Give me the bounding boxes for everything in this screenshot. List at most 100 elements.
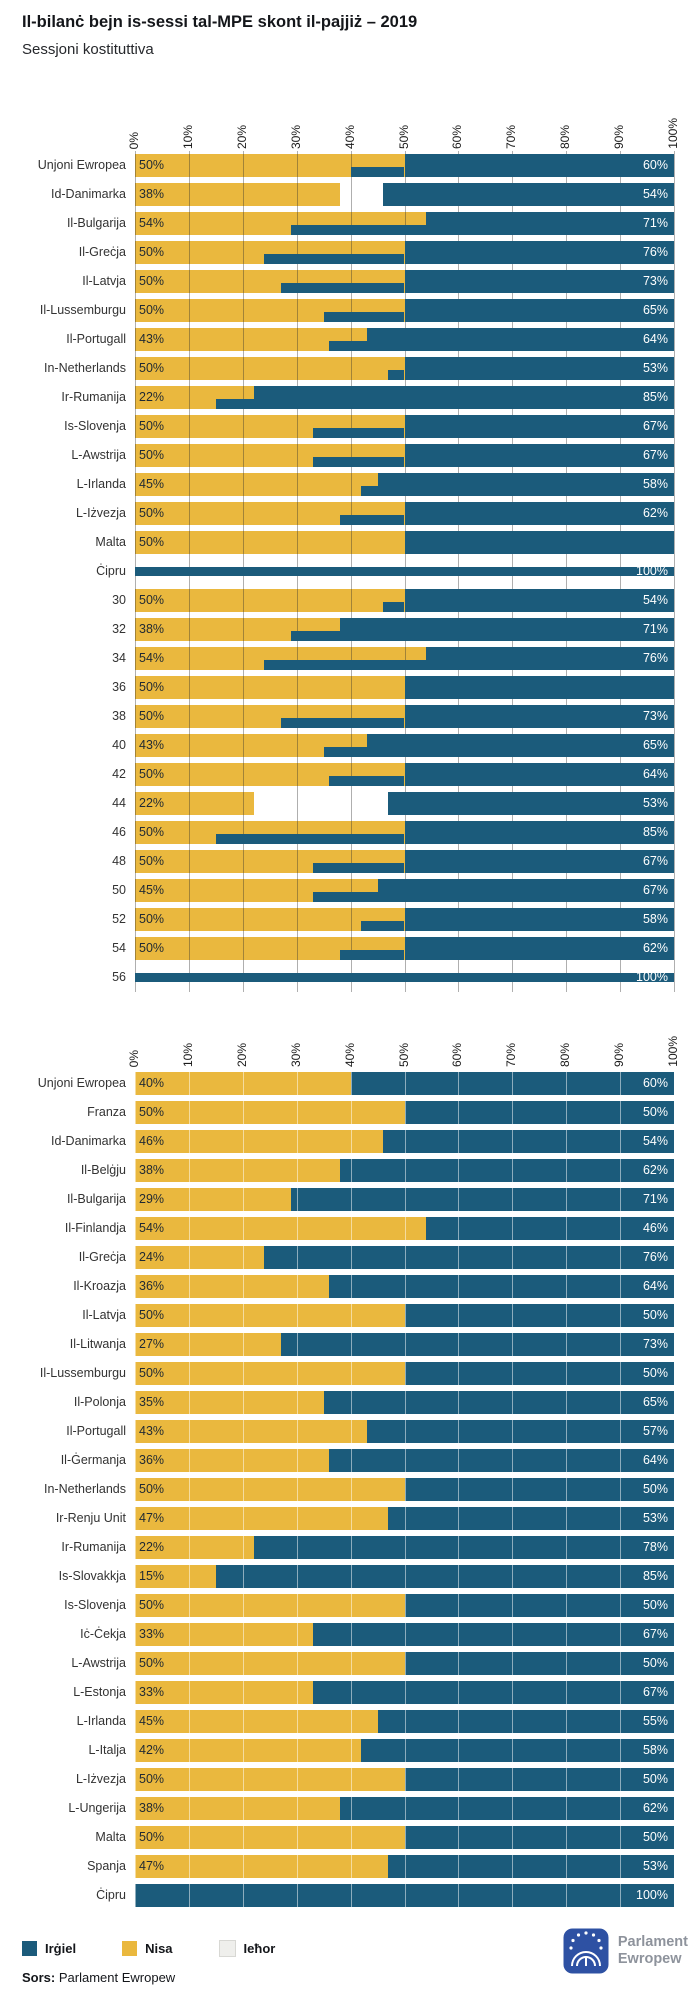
- chart-row: 56 100%: [112, 963, 674, 992]
- bar-artifact-spike: [280, 718, 405, 728]
- bar-nisa: [135, 1478, 405, 1501]
- bar-nisa: [135, 473, 378, 496]
- chart-row: 40 43% 65%: [112, 731, 674, 760]
- row-label: Is-Slovakkja: [58, 1569, 126, 1583]
- value-label-nisa: 33%: [139, 1685, 165, 1699]
- value-label-irgiel: 100%: [636, 1888, 668, 1902]
- value-label-irgiel: 71%: [642, 216, 668, 230]
- row-label: 52: [112, 912, 126, 926]
- bar-nisa: [135, 1420, 367, 1443]
- value-label-irgiel: 85%: [642, 390, 668, 404]
- chart-row: Ir-Rumanija 22% 85%: [61, 383, 674, 412]
- gridline: [188, 1069, 190, 1910]
- legend-item: Nisa: [122, 1941, 173, 1956]
- bar-nisa: [135, 154, 405, 177]
- chart-row: Il-Lussemburgu 50% 65%: [40, 296, 674, 325]
- bar-irgiel: [404, 1101, 674, 1124]
- gridline: [242, 1069, 244, 1910]
- value-label-irgiel: 53%: [642, 1511, 668, 1525]
- x-axis: 0% 10% 20% 30% 40% 50% 60% 70% 80% 90% 100%: [127, 103, 680, 151]
- chart-row: 54 50% 62%: [112, 934, 674, 963]
- legend-label: Ieħor: [243, 1941, 276, 1956]
- row-label: 46: [112, 825, 126, 839]
- bar-nisa: [135, 1130, 383, 1153]
- value-label-irgiel: 67%: [642, 1627, 668, 1641]
- row-label: L-Awstrija: [71, 448, 126, 462]
- value-label-nisa: 50%: [139, 593, 165, 607]
- bar-nisa: [135, 1710, 378, 1733]
- chart-row: Malta 50%: [95, 528, 674, 557]
- row-label: 34: [112, 651, 126, 665]
- bar-nisa: [135, 1449, 330, 1472]
- plot-area: Unjoni Ewropea 50% 60% Id-Danimarka 38% 54% Il…: [38, 151, 675, 992]
- value-label-nisa: 50%: [139, 158, 165, 172]
- value-label-nisa: 50%: [139, 854, 165, 868]
- value-label-nisa: 50%: [139, 1482, 165, 1496]
- bar-artifact-spike: [312, 428, 405, 438]
- chart-row: Il-Latvja 50% 50%: [82, 1301, 674, 1330]
- chart-row: Unjoni Ewropea 50% 60%: [38, 151, 674, 180]
- chart-row: Ċipru 100%: [96, 557, 674, 586]
- value-label-nisa: 38%: [139, 187, 165, 201]
- bar-irgiel: [404, 1362, 674, 1385]
- x-axis-tick: 0%: [127, 131, 141, 149]
- bar-nisa: [135, 618, 340, 641]
- row-label: In-Netherlands: [44, 361, 126, 375]
- bar-irgiel: [404, 937, 674, 960]
- x-axis-tick: 80%: [558, 1042, 573, 1067]
- row-label: 56: [112, 970, 126, 984]
- value-label-nisa: 50%: [139, 1772, 165, 1786]
- bar-artifact-spike: [339, 515, 405, 525]
- value-label-nisa: 22%: [139, 796, 165, 810]
- row-label: Il-Greċja: [78, 1250, 126, 1264]
- chart-row: Spanja 47% 53%: [87, 1852, 674, 1881]
- chart-row: 30 50% 54%: [112, 586, 674, 615]
- row-label: Id-Danimarka: [50, 187, 126, 201]
- bar-nisa: [135, 676, 405, 699]
- value-label-nisa: 24%: [139, 1250, 165, 1264]
- row-label: Franza: [87, 1105, 126, 1119]
- value-label-nisa: 40%: [139, 1076, 165, 1090]
- bar-nisa: [135, 1217, 427, 1240]
- value-label-irgiel: 71%: [642, 622, 668, 636]
- bar-nisa: [135, 908, 405, 931]
- bar-nisa: [135, 1246, 265, 1269]
- gridline: [458, 1069, 460, 1910]
- x-axis-tick: 90%: [612, 124, 627, 149]
- gridline: [674, 151, 675, 992]
- chart-row: Is-Slovenja 50% 67%: [64, 412, 674, 441]
- bar-irgiel: [404, 1826, 674, 1849]
- value-label-nisa: 45%: [139, 477, 165, 491]
- bar-nisa: [135, 1304, 405, 1327]
- value-label-irgiel: 60%: [642, 1076, 668, 1090]
- bar-irgiel: [388, 792, 674, 815]
- row-label: Id-Danimarka: [50, 1134, 126, 1148]
- bar-artifact-spike: [291, 225, 427, 235]
- bar-nisa: [135, 1652, 405, 1675]
- value-label-irgiel: 54%: [642, 1134, 668, 1148]
- value-label-nisa: 38%: [139, 1801, 165, 1815]
- value-label-nisa: 47%: [139, 1511, 165, 1525]
- bar-artifact-spike: [361, 486, 378, 496]
- gridline: [296, 1069, 298, 1910]
- row-label: L-Ungerija: [68, 1801, 126, 1815]
- chart-row: Il-Polonja 35% 65%: [74, 1388, 674, 1417]
- legend-swatch: [22, 1941, 37, 1956]
- value-label-nisa: 50%: [139, 825, 165, 839]
- x-axis-tick: 80%: [558, 124, 573, 149]
- value-label-irgiel: 73%: [642, 274, 668, 288]
- gridline: [620, 1069, 622, 1910]
- bar-irgiel: [404, 850, 674, 873]
- bar-nisa: [135, 1362, 405, 1385]
- row-label: L-Estonja: [73, 1685, 126, 1699]
- chart-row: 46 50% 85%: [112, 818, 674, 847]
- bar-nisa: [135, 1739, 362, 1762]
- row-label: Il-Litwanja: [69, 1337, 126, 1351]
- value-label-irgiel: 50%: [642, 1105, 668, 1119]
- bar-irgiel: [404, 241, 674, 264]
- value-label-irgiel: 76%: [642, 1250, 668, 1264]
- chart-row: 34 54% 76%: [112, 644, 674, 673]
- gridline: [512, 1069, 514, 1910]
- value-label-nisa: 35%: [139, 1395, 165, 1409]
- bar-artifact-spike: [323, 747, 367, 757]
